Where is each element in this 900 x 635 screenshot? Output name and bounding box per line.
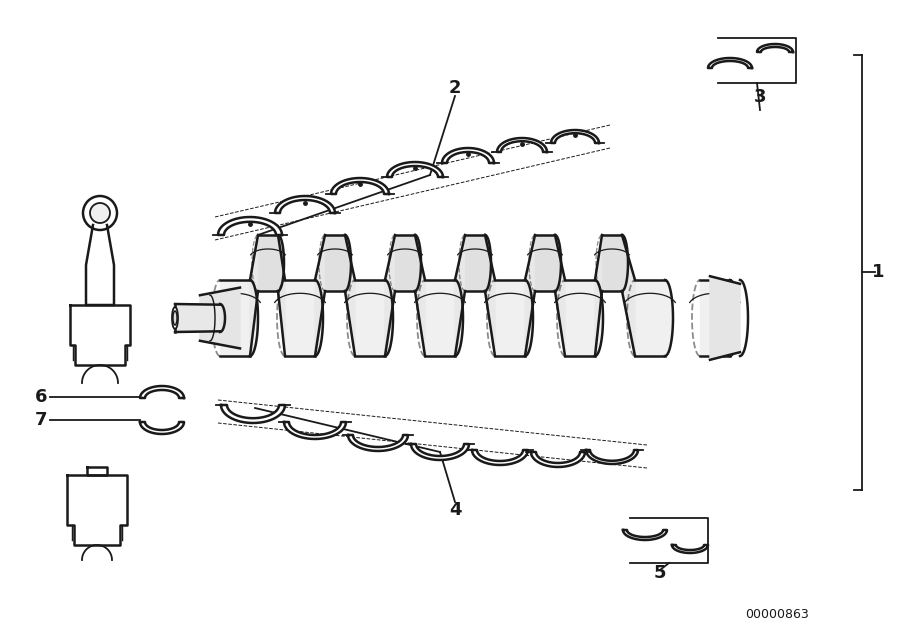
Polygon shape [175,304,220,332]
Polygon shape [672,545,708,553]
Polygon shape [531,452,585,467]
Polygon shape [278,235,285,356]
Polygon shape [455,235,465,356]
Polygon shape [218,217,282,235]
Text: 1: 1 [872,263,885,281]
Polygon shape [315,235,325,356]
Polygon shape [472,450,528,465]
Polygon shape [285,280,315,356]
Polygon shape [250,235,258,356]
Polygon shape [485,235,491,291]
Ellipse shape [173,311,177,325]
Polygon shape [220,280,250,356]
Text: 00000863: 00000863 [745,608,809,621]
Ellipse shape [83,196,117,230]
Polygon shape [345,235,355,356]
Polygon shape [602,235,622,291]
Polygon shape [465,235,485,291]
Polygon shape [70,305,130,365]
Polygon shape [710,276,740,360]
Polygon shape [622,235,628,291]
Polygon shape [623,530,667,540]
Polygon shape [67,475,127,545]
Text: 7: 7 [35,411,48,429]
Polygon shape [86,225,114,305]
Polygon shape [586,450,638,464]
Polygon shape [140,386,184,398]
Text: 3: 3 [754,88,766,106]
Polygon shape [355,280,385,356]
Polygon shape [595,280,603,356]
Polygon shape [221,405,285,423]
Polygon shape [708,58,752,68]
Polygon shape [551,130,599,143]
Text: 2: 2 [449,79,461,97]
Polygon shape [385,235,395,356]
Ellipse shape [172,307,178,329]
Text: 5: 5 [653,564,666,582]
Polygon shape [415,235,421,291]
Polygon shape [525,280,533,356]
Polygon shape [140,422,184,434]
Polygon shape [595,235,602,356]
Polygon shape [700,280,730,356]
Polygon shape [258,235,278,291]
Polygon shape [200,288,240,349]
Polygon shape [348,435,408,451]
Polygon shape [495,280,525,356]
Polygon shape [425,280,455,356]
Polygon shape [315,280,323,356]
Polygon shape [757,44,793,52]
Polygon shape [535,235,555,291]
Polygon shape [622,235,635,356]
Polygon shape [87,467,107,475]
Polygon shape [284,422,346,439]
Polygon shape [278,235,284,291]
Text: 4: 4 [449,501,461,519]
Polygon shape [565,280,595,356]
Polygon shape [485,235,495,356]
Polygon shape [455,280,463,356]
Polygon shape [730,280,738,356]
Polygon shape [442,148,494,163]
Polygon shape [665,280,673,356]
Polygon shape [555,235,561,291]
Polygon shape [525,235,535,356]
Polygon shape [325,235,345,291]
Polygon shape [635,280,665,356]
Polygon shape [250,280,258,356]
Text: 6: 6 [35,388,48,406]
Polygon shape [555,235,565,356]
Polygon shape [385,280,393,356]
Ellipse shape [90,203,110,223]
Polygon shape [387,162,443,177]
Polygon shape [275,196,335,213]
Polygon shape [345,235,351,291]
Polygon shape [395,235,415,291]
Polygon shape [331,178,389,194]
Polygon shape [411,444,469,460]
Polygon shape [497,138,547,152]
Polygon shape [415,235,425,356]
